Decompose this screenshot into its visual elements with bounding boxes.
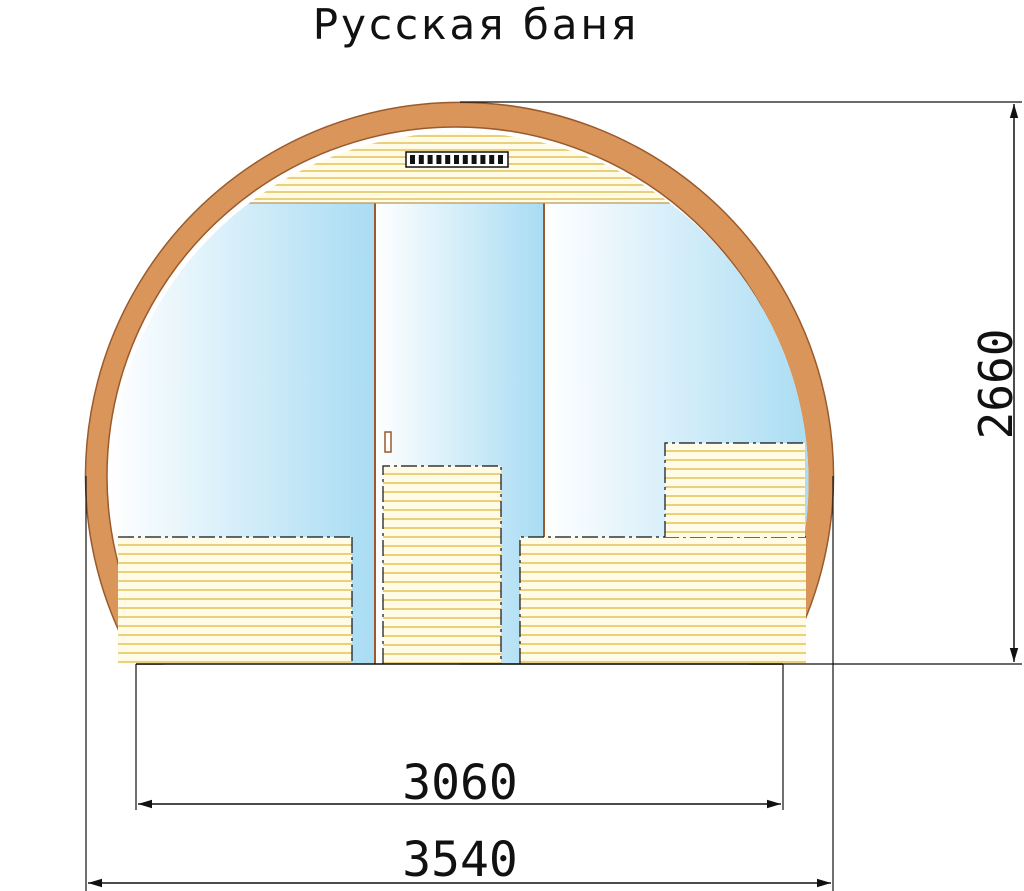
inner-width-label: 3060 [402, 755, 518, 811]
bench-left [118, 536, 353, 664]
drawing-title: Русская баня [312, 0, 640, 49]
door-handle [384, 431, 392, 453]
outer-width-dimension: 3540 [85, 476, 834, 891]
bench-center [382, 465, 502, 664]
inner-width-dimension: 3060 [135, 664, 784, 811]
bench-right-lower [519, 536, 806, 664]
outer-width-label: 3540 [402, 832, 518, 888]
height-dimension: 2660 [460, 101, 1023, 665]
vent-grille [405, 151, 509, 168]
height-dimension-label: 2660 [969, 329, 1023, 440]
bench-right-upper [664, 442, 805, 537]
